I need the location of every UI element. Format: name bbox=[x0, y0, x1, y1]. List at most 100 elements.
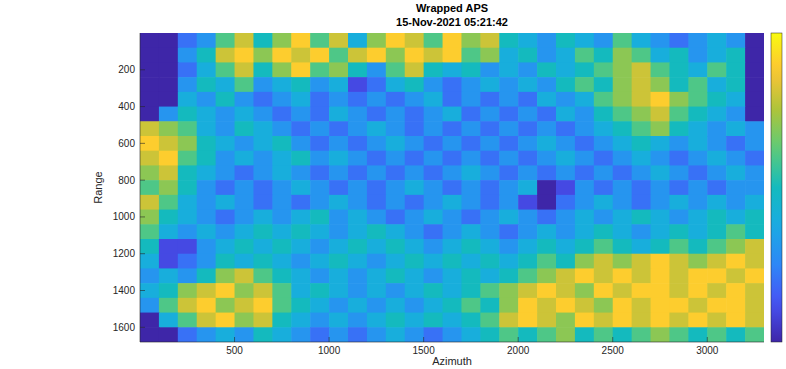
heat-cell bbox=[651, 107, 671, 122]
heat-cell bbox=[669, 313, 689, 328]
heat-cell bbox=[140, 62, 160, 77]
heat-cell bbox=[594, 313, 614, 328]
heat-cell bbox=[688, 165, 708, 180]
heat-cell bbox=[253, 77, 273, 92]
heat-cell bbox=[367, 195, 387, 210]
heat-cell bbox=[235, 298, 255, 313]
heat-cell bbox=[329, 180, 349, 195]
heat-cell bbox=[253, 121, 273, 136]
heat-cell bbox=[424, 151, 444, 166]
heat-cell bbox=[178, 48, 198, 63]
heat-cell bbox=[443, 298, 463, 313]
heat-cell bbox=[310, 327, 330, 342]
heat-cell bbox=[424, 121, 444, 136]
heat-cell bbox=[348, 92, 368, 107]
heat-cell bbox=[272, 298, 292, 313]
heat-cell bbox=[575, 92, 595, 107]
heat-cell bbox=[707, 107, 727, 122]
heat-cell bbox=[348, 298, 368, 313]
heat-cell bbox=[669, 107, 689, 122]
heat-cell bbox=[405, 195, 425, 210]
heat-cell bbox=[669, 224, 689, 239]
heat-cell bbox=[651, 268, 671, 283]
heat-cell bbox=[556, 62, 576, 77]
heat-cell bbox=[556, 313, 576, 328]
heat-cell bbox=[253, 254, 273, 269]
heat-cell bbox=[253, 48, 273, 63]
heat-cell bbox=[556, 239, 576, 254]
heat-cell bbox=[159, 254, 179, 269]
heat-cell bbox=[329, 48, 349, 63]
heat-cell bbox=[159, 136, 179, 151]
heat-cell bbox=[613, 107, 633, 122]
heat-cell bbox=[518, 77, 538, 92]
heat-cell bbox=[480, 33, 500, 48]
heat-cell bbox=[159, 107, 179, 122]
y-tick-label: 1600 bbox=[113, 322, 136, 333]
x-axis-line bbox=[140, 342, 764, 343]
heat-cell bbox=[745, 33, 764, 48]
heat-cell bbox=[707, 62, 727, 77]
heat-cell bbox=[197, 121, 217, 136]
heat-cell bbox=[518, 62, 538, 77]
heat-cell bbox=[745, 313, 764, 328]
heat-cell bbox=[253, 327, 273, 342]
heat-cell bbox=[159, 239, 179, 254]
heat-cell bbox=[726, 48, 746, 63]
heat-cell bbox=[405, 298, 425, 313]
heat-cell bbox=[348, 180, 368, 195]
heat-cell bbox=[688, 77, 708, 92]
heat-cell bbox=[575, 62, 595, 77]
y-tick bbox=[140, 180, 145, 181]
heat-cell bbox=[386, 298, 406, 313]
heat-cell bbox=[405, 224, 425, 239]
heat-cell bbox=[461, 254, 481, 269]
y-tick-label: 1200 bbox=[113, 248, 136, 259]
heat-cell bbox=[651, 151, 671, 166]
plot-area bbox=[140, 33, 764, 342]
heat-cell bbox=[518, 283, 538, 298]
heat-cell bbox=[726, 327, 746, 342]
y-tick-label: 1000 bbox=[113, 211, 136, 222]
heat-cell bbox=[594, 327, 614, 342]
heat-cell bbox=[669, 48, 689, 63]
heat-cell bbox=[499, 283, 519, 298]
heat-cell bbox=[745, 283, 764, 298]
heat-cell bbox=[405, 165, 425, 180]
heat-cell bbox=[291, 107, 311, 122]
heat-cell bbox=[197, 239, 217, 254]
heat-cell bbox=[291, 48, 311, 63]
heat-cell bbox=[594, 77, 614, 92]
heat-cell bbox=[480, 268, 500, 283]
heat-cell bbox=[386, 151, 406, 166]
heat-cell bbox=[272, 195, 292, 210]
heat-cell bbox=[216, 298, 236, 313]
heat-cell bbox=[461, 77, 481, 92]
heat-cell bbox=[745, 77, 764, 92]
heat-cell bbox=[613, 210, 633, 225]
heat-cell bbox=[367, 268, 387, 283]
heat-cell bbox=[386, 48, 406, 63]
heat-cell bbox=[235, 62, 255, 77]
heat-cell bbox=[632, 62, 652, 77]
heat-cell bbox=[613, 239, 633, 254]
heat-cell bbox=[745, 165, 764, 180]
y-tick-label: 1400 bbox=[113, 285, 136, 296]
x-tick-label: 3000 bbox=[696, 345, 719, 356]
heat-cell bbox=[688, 48, 708, 63]
heat-cell bbox=[443, 283, 463, 298]
heat-cell bbox=[632, 180, 652, 195]
heat-cell bbox=[310, 283, 330, 298]
heat-cell bbox=[235, 210, 255, 225]
heat-cell bbox=[461, 224, 481, 239]
heat-cell bbox=[632, 210, 652, 225]
heat-cell bbox=[575, 268, 595, 283]
heat-cell bbox=[669, 121, 689, 136]
heat-cell bbox=[216, 165, 236, 180]
heat-cell bbox=[613, 195, 633, 210]
heat-cell bbox=[688, 210, 708, 225]
heat-cell bbox=[556, 136, 576, 151]
heat-cell bbox=[594, 92, 614, 107]
heat-cell bbox=[669, 239, 689, 254]
heat-cell bbox=[178, 92, 198, 107]
